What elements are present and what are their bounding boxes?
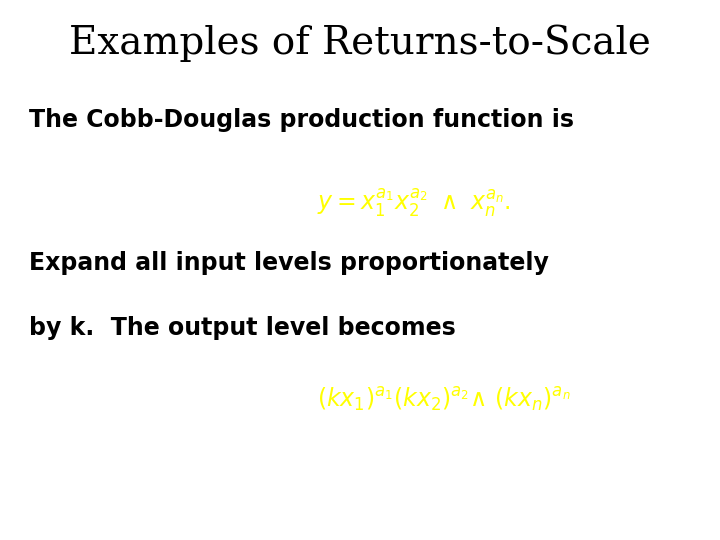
Text: Examples of Returns-to-Scale: Examples of Returns-to-Scale: [69, 24, 651, 62]
Text: by k.  The output level becomes: by k. The output level becomes: [29, 316, 456, 340]
Text: $(kx_1)^{a_1}(kx_2)^{a_2}{\wedge}\ (kx_n)^{a_n}$: $(kx_1)^{a_1}(kx_2)^{a_2}{\wedge}\ (kx_n…: [317, 386, 570, 414]
Text: The Cobb-Douglas production function is: The Cobb-Douglas production function is: [29, 108, 574, 132]
Text: Expand all input levels proportionately: Expand all input levels proportionately: [29, 251, 549, 275]
Text: $y = x_1^{a_1}x_2^{a_2}\ \wedge\ x_n^{a_n}.$: $y = x_1^{a_1}x_2^{a_2}\ \wedge\ x_n^{a_…: [317, 186, 510, 219]
